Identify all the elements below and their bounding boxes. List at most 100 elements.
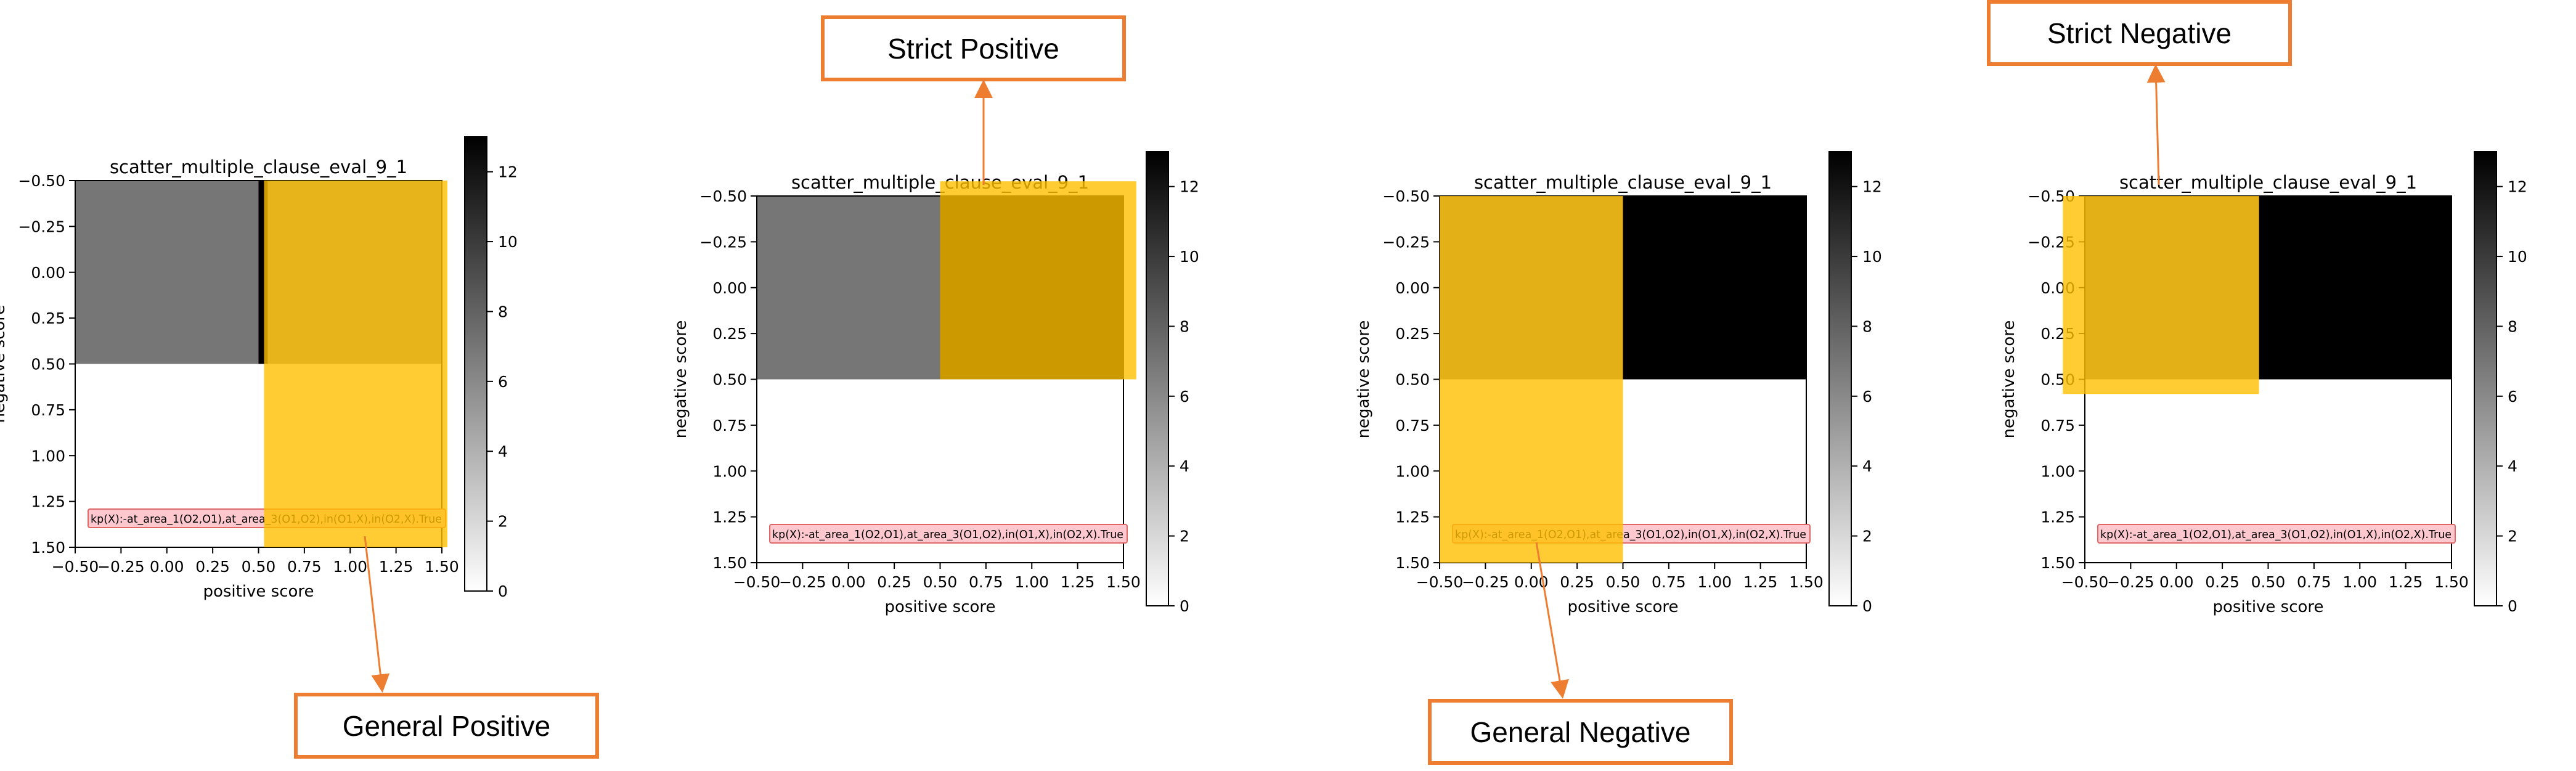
chart-3-x-tick-label: 1.00 (1697, 573, 1732, 591)
chart-3-colorbar-tick-label: 10 (1862, 248, 1882, 266)
chart-2-colorbar-tick-label: 6 (1180, 388, 1189, 406)
chart-3-y-tick-label: 0.75 (1395, 417, 1430, 434)
callout-general-negative: General Negative (1428, 699, 1733, 765)
chart-2-x-tick-label: 0.75 (969, 573, 1003, 591)
chart-4-colorbar-tick-label: 4 (2508, 457, 2517, 475)
chart-4-x-tick-label: 0.50 (2251, 573, 2286, 591)
chart-1-x-tick-label: −0.50 (52, 558, 99, 576)
chart-2-x-axis-label: positive score (884, 598, 995, 616)
chart-3-colorbar-tick-label: 4 (1862, 457, 1872, 475)
chart-2-colorbar-tick-label: 0 (1180, 597, 1189, 615)
chart-4-callout-arrow (2146, 64, 2166, 186)
chart-2-colorbar (1146, 151, 1169, 606)
chart-3-x-tick-label: 0.50 (1606, 573, 1641, 591)
chart-2-annotation-box (769, 524, 1128, 544)
chart-3-y-tick-label: −0.25 (1382, 233, 1430, 251)
chart-1-colorbar-tick-label: 2 (498, 513, 508, 531)
chart-3-y-tick-label: 1.50 (1395, 554, 1430, 572)
callout-strict-negative: Strict Negative (1987, 0, 2292, 66)
chart-4-title: scatter_multiple_clause_eval_9_1 (2119, 172, 2417, 193)
chart-2-x-tick-label: 0.00 (831, 573, 866, 591)
chart-1-colorbar-tick-label: 6 (498, 373, 508, 391)
chart-3-colorbar-tick-label: 0 (1862, 597, 1872, 615)
chart-2-y-tick-label: 0.25 (712, 325, 747, 343)
chart-1-y-tick-label: 1.50 (31, 539, 65, 557)
chart-4-y-tick-label: 1.25 (2040, 508, 2075, 526)
chart-3-y-tick-label: 1.25 (1395, 508, 1430, 526)
chart-1-colorbar-tick-label: 0 (498, 582, 508, 600)
chart-1-colorbar (464, 136, 487, 592)
chart-2-colorbar-tick-label: 10 (1180, 248, 1199, 266)
chart-1-callout-arrow (364, 536, 390, 693)
chart-3-x-tick-label: −0.25 (1462, 573, 1509, 591)
chart-1-x-tick-label: 0.25 (195, 558, 230, 576)
chart-2-y-tick-label: 1.25 (712, 508, 747, 526)
chart-1-colorbar-tick-label: 8 (498, 303, 508, 320)
chart-1-y-tick-label: 0.00 (31, 264, 65, 282)
chart-3-colorbar-tick-label: 8 (1862, 317, 1872, 335)
chart-4-y-tick-label: 0.75 (2040, 417, 2075, 434)
chart-3-x-tick-label: 1.25 (1743, 573, 1778, 591)
chart-4-x-tick-label: −0.50 (2061, 573, 2109, 591)
chart-2-x-tick-label: 1.25 (1061, 573, 1095, 591)
chart-1-colorbar-tick-label: 4 (498, 443, 508, 460)
chart-2-x-tick-label: 1.50 (1106, 573, 1141, 591)
chart-4-y-axis-label: negative score (2000, 320, 2018, 439)
chart-3-colorbar-tick-label: 2 (1862, 528, 1872, 545)
chart-4-heatmap-cell (2259, 196, 2452, 380)
chart-4-x-tick-label: −0.25 (2107, 573, 2154, 591)
chart-4-y-tick-label: 1.50 (2040, 554, 2075, 572)
chart-2-x-tick-label: −0.25 (779, 573, 826, 591)
chart-4-colorbar-tick-label: 8 (2508, 317, 2517, 335)
chart-2-y-tick-label: 0.50 (712, 371, 747, 389)
chart-1-colorbar-tick-label: 10 (498, 233, 518, 251)
chart-3-title: scatter_multiple_clause_eval_9_1 (1474, 172, 1772, 193)
chart-1-x-tick-label: 0.00 (150, 558, 184, 576)
chart-2-colorbar-tick-label: 4 (1180, 457, 1189, 475)
chart-2-x-tick-label: 0.50 (923, 573, 958, 591)
chart-1-x-tick-label: 0.50 (242, 558, 276, 576)
chart-2-annotation-text: kp(X):-at_area_1(O2,O1),at_area_3(O1,O2)… (772, 528, 1123, 541)
chart-2-y-tick-label: −0.50 (699, 187, 747, 205)
chart-4-colorbar-tick-label: 2 (2508, 528, 2517, 545)
chart-3-x-tick-label: 0.75 (1652, 573, 1686, 591)
chart-1-y-tick-label: 0.75 (31, 401, 65, 419)
chart-3-y-tick-label: 0.00 (1395, 279, 1430, 297)
callout-strict-positive: Strict Positive (821, 15, 1126, 81)
chart-1-title: scatter_multiple_clause_eval_9_1 (110, 157, 407, 177)
chart-2-y-tick-label: 1.00 (712, 462, 747, 480)
chart-3-y-axis-label: negative score (1355, 320, 1373, 439)
chart-4-x-tick-label: 0.00 (2159, 573, 2194, 591)
chart-2-x-tick-label: 1.00 (1014, 573, 1049, 591)
chart-3-highlight-region (1440, 196, 1623, 563)
chart-3-colorbar-tick-label: 6 (1862, 388, 1872, 406)
chart-2-x-tick-label: 0.25 (877, 573, 911, 591)
chart-2-y-axis-label: negative score (672, 320, 690, 439)
chart-4-colorbar (2474, 151, 2497, 606)
chart-2-y-tick-label: 0.75 (712, 417, 747, 434)
chart-1-x-axis-label: positive score (203, 582, 314, 601)
chart-4-x-tick-label: 1.50 (2434, 573, 2469, 591)
chart-1-y-tick-label: 1.00 (31, 447, 65, 465)
chart-3-x-tick-label: 0.25 (1560, 573, 1594, 591)
chart-2-y-tick-label: 1.50 (712, 554, 747, 572)
chart-4-x-tick-label: 1.00 (2342, 573, 2377, 591)
chart-3-y-tick-label: 0.25 (1395, 325, 1430, 343)
chart-1-colorbar-tick-label: 12 (498, 163, 518, 181)
chart-4-annotation-box (2097, 524, 2456, 544)
chart-3-x-axis-label: positive score (1567, 598, 1678, 616)
chart-2-y-tick-label: 0.00 (712, 279, 747, 297)
chart-4-x-axis-label: positive score (2212, 598, 2323, 616)
chart-3-y-tick-label: 1.00 (1395, 462, 1430, 480)
chart-3-colorbar-tick-label: 12 (1862, 178, 1882, 196)
chart-1-x-tick-label: 1.00 (333, 558, 367, 576)
chart-1-x-tick-label: −0.25 (97, 558, 145, 576)
chart-1-heatmap-cell (75, 181, 259, 364)
chart-3-x-tick-label: 1.50 (1789, 573, 1824, 591)
chart-3-callout-arrow (1535, 542, 1569, 699)
chart-3-x-tick-label: −0.50 (1416, 573, 1464, 591)
chart-1-x-tick-label: 1.50 (425, 558, 459, 576)
chart-2-x-tick-label: −0.50 (733, 573, 781, 591)
chart-1-y-tick-label: −0.50 (18, 172, 65, 190)
chart-3-heatmap-cell (1623, 196, 1806, 380)
